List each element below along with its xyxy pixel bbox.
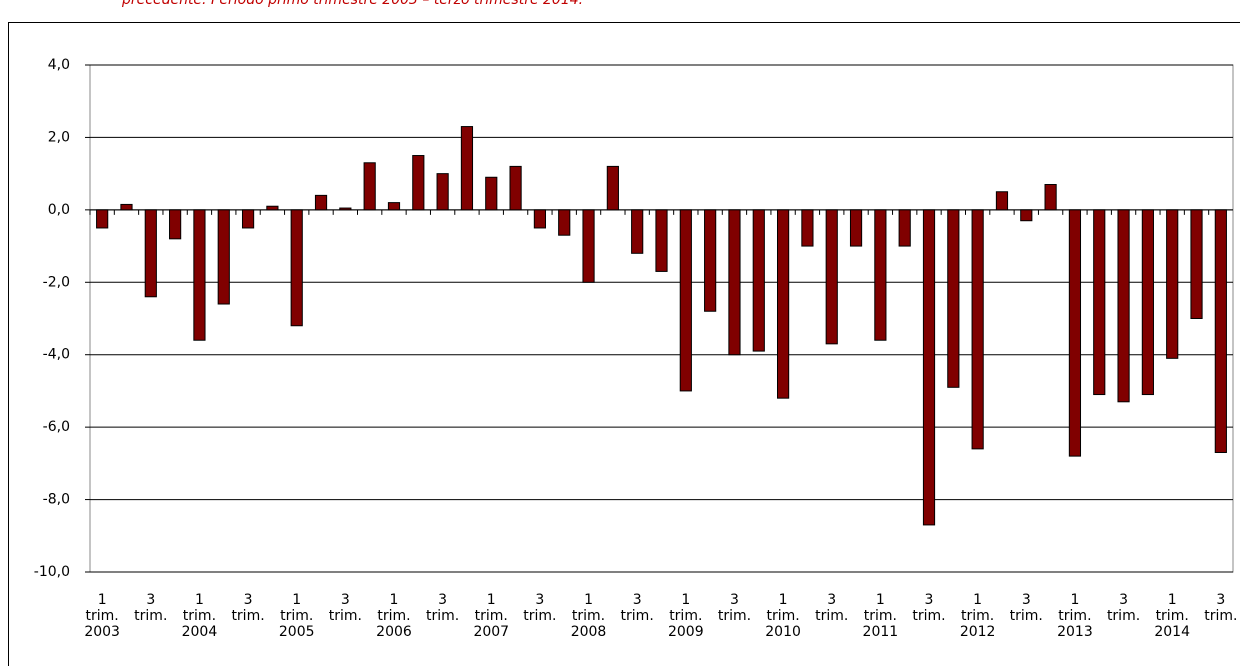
y-tick-label: -10,0 xyxy=(34,564,70,580)
x-tick-label: 1 trim. 2004 xyxy=(181,592,218,640)
bar xyxy=(314,194,328,211)
x-tick-label: 1 trim. 2008 xyxy=(570,592,607,640)
bar xyxy=(266,205,279,211)
x-tick-label: 3 trim. xyxy=(426,592,460,624)
bar xyxy=(606,165,619,211)
bar xyxy=(509,165,522,211)
y-tick-label: -2,0 xyxy=(43,274,70,290)
bar xyxy=(533,209,546,229)
bar xyxy=(704,209,717,312)
bar xyxy=(728,209,741,356)
x-tick-label: 3 trim. xyxy=(1106,592,1141,624)
bar xyxy=(558,209,571,236)
bar xyxy=(655,209,668,272)
x-tick-label: 3 trim. xyxy=(328,592,362,624)
bar xyxy=(971,209,984,450)
bar xyxy=(849,209,863,247)
bar xyxy=(777,209,790,399)
bar xyxy=(582,209,595,283)
x-tick-label: 3 trim. xyxy=(1204,592,1238,624)
bar xyxy=(1190,209,1203,320)
bar xyxy=(1117,209,1130,403)
bar xyxy=(752,209,765,352)
x-tick-label: 1 trim. 2003 xyxy=(84,592,120,640)
x-tick-label: 1 trim. 2011 xyxy=(862,592,899,640)
bar xyxy=(436,173,449,211)
x-tick-label: 1 trim. 2013 xyxy=(1057,592,1093,640)
bar xyxy=(387,202,401,211)
x-tick-label: 1 trim. 2010 xyxy=(765,592,801,640)
bar xyxy=(290,209,303,327)
bar xyxy=(1141,209,1154,396)
x-tick-label: 1 trim. 2009 xyxy=(667,592,704,640)
bar xyxy=(1166,209,1179,359)
bar xyxy=(995,191,1009,211)
bar xyxy=(801,209,814,247)
y-tick-label: -6,0 xyxy=(43,419,70,435)
bar xyxy=(679,209,692,392)
x-tick-label: 3 trim. xyxy=(134,592,168,624)
bar xyxy=(412,155,425,211)
bar xyxy=(169,209,182,240)
bar xyxy=(1044,184,1057,211)
x-tick-label: 1 trim. 2007 xyxy=(473,592,510,640)
bar xyxy=(460,126,474,211)
bar xyxy=(241,209,255,229)
x-tick-label: 3 trim. xyxy=(912,592,946,624)
bar xyxy=(217,209,230,305)
x-tick-label: 3 trim. xyxy=(717,592,752,624)
y-tick-label: -8,0 xyxy=(43,492,70,508)
x-tick-label: 3 trim. xyxy=(523,592,557,624)
bar xyxy=(120,203,133,211)
bar xyxy=(363,162,376,211)
bar xyxy=(339,207,352,211)
x-tick-label: 3 trim. xyxy=(231,592,265,624)
y-tick-label: 0,0 xyxy=(48,202,70,218)
x-tick-label: 1 trim. 2005 xyxy=(278,592,315,640)
bar xyxy=(825,209,838,345)
y-tick-label: -4,0 xyxy=(43,347,70,363)
x-tick-label: 3 trim. xyxy=(1009,592,1043,624)
x-tick-label: 1 trim. 2014 xyxy=(1154,592,1190,640)
bar xyxy=(947,209,960,388)
bar xyxy=(1068,209,1082,457)
bar xyxy=(874,209,887,341)
x-tick-label: 3 trim. xyxy=(815,592,849,624)
bar xyxy=(485,176,498,211)
x-tick-label: 1 trim. 2012 xyxy=(959,592,996,640)
x-tick-label: 1 trim. 2006 xyxy=(376,592,412,640)
bar xyxy=(193,209,206,341)
bar xyxy=(631,209,644,254)
bar xyxy=(1020,209,1033,222)
y-tick-label: 2,0 xyxy=(48,129,70,145)
bar xyxy=(922,209,936,526)
chart-frame xyxy=(8,22,1240,666)
bar xyxy=(898,209,911,247)
bar xyxy=(144,209,157,298)
bar xyxy=(1093,209,1106,396)
bar xyxy=(1214,209,1227,453)
chart-title: precedente. Periodo primo trimestre 2003… xyxy=(121,0,583,8)
y-tick-label: 4,0 xyxy=(48,57,70,73)
bar xyxy=(96,209,109,229)
x-tick-label: 3 trim. xyxy=(620,592,654,624)
